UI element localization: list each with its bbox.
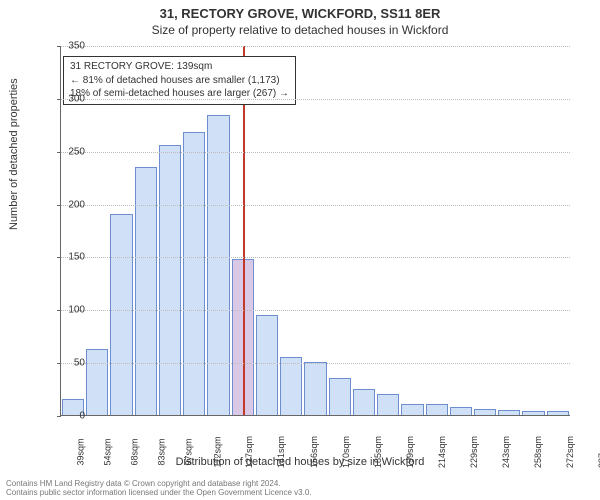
bar: [498, 410, 520, 415]
x-labels: 39sqm54sqm68sqm83sqm97sqm112sqm127sqm141…: [60, 418, 570, 428]
bar: [474, 409, 496, 415]
grid-line: [61, 152, 570, 153]
y-axis-title: Number of detached properties: [8, 78, 20, 230]
footer: Contains HM Land Registry data © Crown c…: [6, 479, 594, 498]
bar: [353, 389, 375, 415]
bar: [450, 407, 472, 415]
chart-area: 31 RECTORY GROVE: 139sqm ← 81% of detach…: [60, 46, 570, 416]
grid-line: [61, 99, 570, 100]
bar: [401, 404, 423, 415]
annotation-line2: ← 81% of detached houses are smaller (1,…: [70, 74, 289, 88]
bar: [207, 115, 229, 415]
bar: [256, 315, 278, 415]
grid-line: [61, 257, 570, 258]
bar: [304, 362, 326, 415]
annotation-box: 31 RECTORY GROVE: 139sqm ← 81% of detach…: [63, 56, 296, 105]
y-tick-label: 300: [45, 93, 85, 104]
bar: [522, 411, 544, 415]
bar: [183, 132, 205, 415]
bar: [426, 404, 448, 415]
chart-titles: 31, RECTORY GROVE, WICKFORD, SS11 8ER Si…: [0, 0, 600, 37]
main-title: 31, RECTORY GROVE, WICKFORD, SS11 8ER: [0, 6, 600, 21]
y-tick-label: 150: [45, 252, 85, 263]
grid-line: [61, 46, 570, 47]
bar: [86, 349, 108, 415]
y-tick-label: 50: [45, 358, 85, 369]
grid-line: [61, 310, 570, 311]
grid-line: [61, 363, 570, 364]
bar: [377, 394, 399, 415]
y-tick-label: 0: [45, 411, 85, 422]
bar: [547, 411, 569, 415]
bar: [280, 357, 302, 415]
footer-line2: Contains public sector information licen…: [6, 488, 594, 498]
bar: [110, 214, 132, 415]
annotation-line1: 31 RECTORY GROVE: 139sqm: [70, 60, 289, 74]
y-tick-label: 350: [45, 41, 85, 52]
bar: [329, 378, 351, 415]
sub-title: Size of property relative to detached ho…: [0, 23, 600, 37]
y-tick-label: 100: [45, 305, 85, 316]
plot-region: 31 RECTORY GROVE: 139sqm ← 81% of detach…: [60, 46, 570, 416]
grid-line: [61, 205, 570, 206]
footer-line1: Contains HM Land Registry data © Crown c…: [6, 479, 594, 489]
x-axis-title: Distribution of detached houses by size …: [0, 456, 600, 468]
bar: [159, 145, 181, 415]
y-tick-label: 200: [45, 199, 85, 210]
y-tick-label: 250: [45, 146, 85, 157]
